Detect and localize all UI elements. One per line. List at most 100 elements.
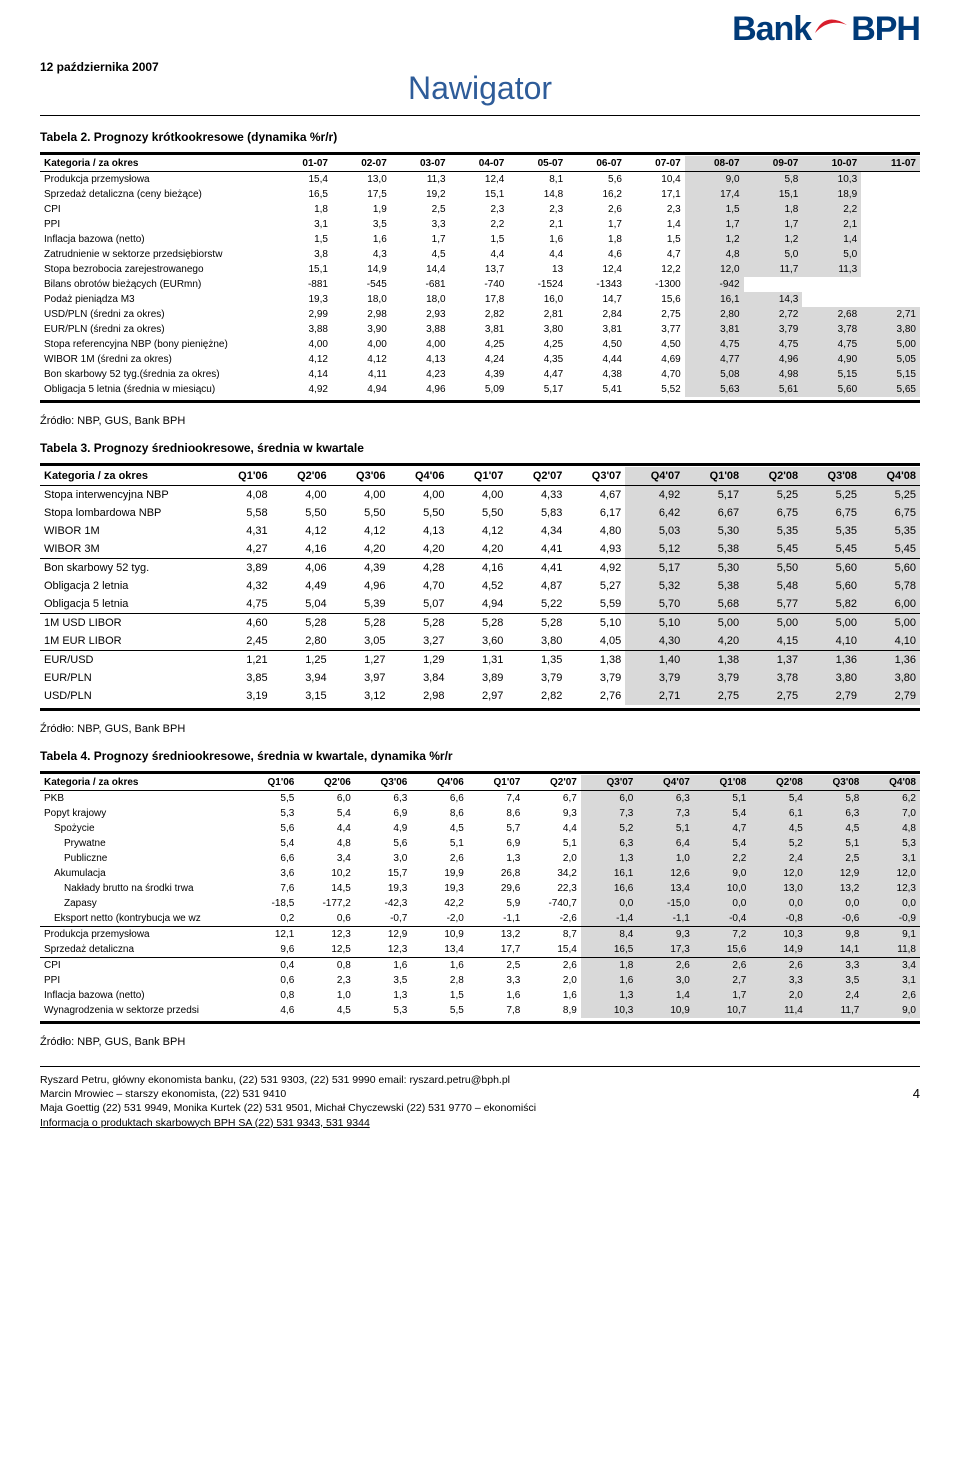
cell: 3,81 (450, 322, 509, 337)
cell: 4,75 (744, 337, 803, 352)
cell: 2,71 (861, 307, 920, 322)
cell: 14,9 (750, 942, 807, 958)
cell: 0,0 (694, 896, 751, 911)
cell: 4,11 (332, 367, 391, 382)
cell: 11,7 (744, 262, 803, 277)
cell: 12,3 (355, 942, 412, 958)
cell: 5,77 (743, 595, 802, 614)
cell: 12,4 (567, 262, 626, 277)
cell: 12,9 (355, 927, 412, 943)
row-label: Bilans obrotów bieżących (EURmn) (40, 277, 273, 292)
cell: 16,5 (581, 942, 638, 958)
cell: 2,6 (750, 958, 807, 974)
cell: 5,9 (468, 896, 525, 911)
cell: 3,97 (331, 669, 390, 687)
cell: 15,1 (273, 262, 332, 277)
cell: 4,39 (450, 367, 509, 382)
cell: -15,0 (637, 896, 694, 911)
cell: 9,6 (242, 942, 299, 958)
cell: 5,6 (567, 172, 626, 188)
cell: 4,13 (391, 352, 450, 367)
cell: 2,72 (744, 307, 803, 322)
cell: 4,70 (390, 577, 449, 595)
cell: 11,3 (802, 262, 861, 277)
row-label: EUR/PLN (średni za okres) (40, 322, 273, 337)
cell: 3,89 (213, 559, 272, 578)
cell: 5,82 (802, 595, 861, 614)
cell: 5,1 (524, 836, 581, 851)
cell: 5,63 (685, 382, 744, 397)
row-label: Popyt krajowy (40, 806, 242, 821)
cell: 4,20 (684, 632, 743, 651)
cell: 5,0 (802, 247, 861, 262)
cell: 4,3 (332, 247, 391, 262)
cell: 11,8 (863, 942, 920, 958)
cell: 5,27 (566, 577, 625, 595)
row-label: Publiczne (40, 851, 242, 866)
cell: 2,6 (863, 988, 920, 1003)
cell: 9,1 (863, 927, 920, 943)
cell: 8,6 (411, 806, 468, 821)
cell: 12,0 (863, 866, 920, 881)
cell: 4,10 (861, 632, 920, 651)
cell: 4,10 (802, 632, 861, 651)
row-label: WIBOR 3M (40, 540, 213, 559)
cell: 4,70 (626, 367, 685, 382)
cell: 4,75 (685, 337, 744, 352)
cell: 6,1 (750, 806, 807, 821)
cell: 15,6 (694, 942, 751, 958)
cell: 6,9 (468, 836, 525, 851)
cell: 14,7 (567, 292, 626, 307)
cell: 10,3 (581, 1003, 638, 1018)
cell: 4,35 (508, 352, 567, 367)
cell: 4,32 (213, 577, 272, 595)
table2: Kategoria / za okres01-0702-0703-0704-07… (40, 156, 920, 397)
cell: 7,0 (863, 806, 920, 821)
cell: 4,16 (272, 540, 331, 559)
cell: 1,5 (626, 232, 685, 247)
cell: 6,6 (242, 851, 299, 866)
col-header: Q2'07 (524, 775, 581, 791)
cell: 2,0 (524, 973, 581, 988)
cell: 1,6 (468, 988, 525, 1003)
cell: 4,75 (802, 337, 861, 352)
cell: 1,6 (524, 988, 581, 1003)
col-header: Q2'08 (750, 775, 807, 791)
cell: 4,77 (685, 352, 744, 367)
cell: 4,34 (507, 522, 566, 540)
cell: 2,76 (566, 687, 625, 705)
cell: 13,2 (807, 881, 864, 896)
cell: 15,6 (626, 292, 685, 307)
cell: -0,4 (694, 911, 751, 927)
cell: 2,6 (567, 202, 626, 217)
cell: 10,4 (626, 172, 685, 188)
row-label: Bon skarbowy 52 tyg. (40, 559, 213, 578)
cell: 0,8 (242, 988, 299, 1003)
cell: 5,38 (684, 577, 743, 595)
row-label: Obligacja 2 letnia (40, 577, 213, 595)
row-label: Obligacja 5 letnia (średnia w miesiącu) (40, 382, 273, 397)
cell: 5,28 (331, 614, 390, 633)
cell: 6,17 (566, 504, 625, 522)
cell: 22,3 (524, 881, 581, 896)
cell: 6,0 (298, 791, 355, 807)
cell: 5,00 (743, 614, 802, 633)
bar (40, 463, 920, 466)
cell: 5,38 (684, 540, 743, 559)
divider (40, 115, 920, 116)
cell: 2,2 (802, 202, 861, 217)
cell: 4,41 (507, 559, 566, 578)
cell: 17,5 (332, 187, 391, 202)
cell: 6,7 (524, 791, 581, 807)
cell: 2,0 (750, 988, 807, 1003)
cell: 3,4 (298, 851, 355, 866)
cell: 5,25 (861, 486, 920, 505)
row-label: Sprzedaż detaliczna (40, 942, 242, 958)
bar (40, 1021, 920, 1024)
cell: -1343 (567, 277, 626, 292)
cell: 12,3 (298, 927, 355, 943)
table2-title: Tabela 2. Prognozy krótkookresowe (dynam… (40, 130, 920, 144)
cell: 3,3 (807, 958, 864, 974)
cell: 4,92 (273, 382, 332, 397)
cell: 4,92 (625, 486, 684, 505)
